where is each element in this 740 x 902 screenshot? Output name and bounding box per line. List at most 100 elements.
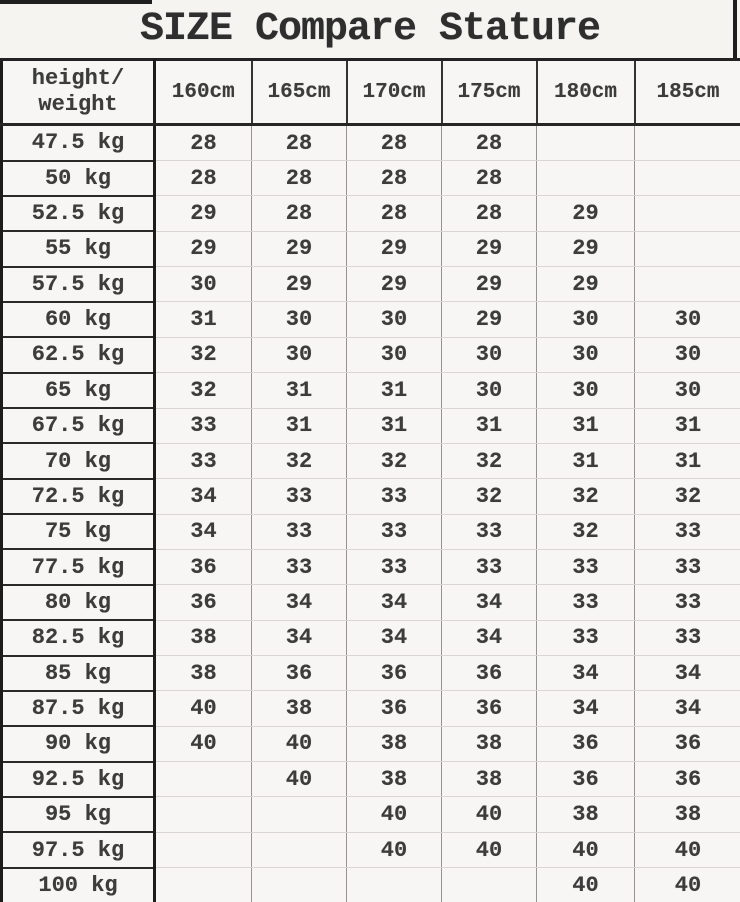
- size-cell: 29: [251, 230, 347, 268]
- size-cell: 30: [634, 372, 740, 409]
- weight-cell: 92.5 kg: [0, 760, 156, 798]
- column-header-185cm: 185cm: [633, 58, 740, 126]
- size-cell: 29: [441, 301, 537, 338]
- size-cell: 34: [154, 513, 252, 550]
- table-header: height/ weight 160cm 165cm 170cm 175cm 180cm…: [0, 58, 740, 126]
- header-row: height/ weight 160cm 165cm 170cm 175cm 180cm…: [0, 58, 740, 126]
- size-cell: 28: [441, 160, 537, 197]
- size-cell: 33: [634, 513, 740, 550]
- size-compare-table: height/ weight 160cm 165cm 170cm 175cm 180cm…: [0, 58, 740, 902]
- weight-cell: 67.5 kg: [0, 407, 156, 445]
- size-cell: 30: [441, 336, 537, 374]
- table-row: 60 kg 31 30 30 29 30 30: [0, 300, 740, 339]
- size-cell: 32: [251, 442, 347, 480]
- weight-cell: 90 kg: [0, 725, 156, 763]
- size-cell: 34: [441, 619, 537, 657]
- size-cell: 36: [634, 725, 740, 763]
- size-cell: 38: [251, 690, 347, 727]
- corner-header-cell: height/ weight: [0, 58, 156, 126]
- size-cell: 40: [154, 690, 252, 727]
- weight-cell: 70 kg: [0, 442, 156, 480]
- size-cell: 34: [251, 584, 347, 621]
- weight-cell: 77.5 kg: [0, 548, 156, 586]
- table-row: 97.5 kg 40 40 40 40: [0, 831, 740, 869]
- weight-cell: 75 kg: [0, 513, 156, 551]
- weight-cell: 60 kg: [0, 300, 156, 339]
- weight-cell: 50 kg: [0, 159, 156, 197]
- table-row: 77.5 kg 36 33 33 33 33 33: [0, 548, 740, 586]
- size-cell: 38: [154, 655, 252, 692]
- size-cell: 29: [154, 195, 252, 232]
- size-cell: 28: [251, 195, 347, 232]
- size-cell: 36: [441, 690, 537, 727]
- size-cell: [536, 123, 635, 162]
- column-header-180cm: 180cm: [535, 58, 636, 126]
- size-cell: 31: [634, 442, 740, 480]
- size-cell: 34: [154, 478, 252, 515]
- table-row: 47.5 kg 28 28 28 28: [0, 123, 740, 162]
- table-row: 65 kg 32 31 31 30 30 30: [0, 371, 740, 410]
- size-cell: 30: [536, 301, 635, 338]
- size-cell: 33: [154, 407, 252, 444]
- weight-cell: 52.5 kg: [0, 194, 156, 233]
- size-cell: 33: [251, 548, 347, 586]
- size-cell: 31: [251, 372, 347, 409]
- size-cell: [346, 867, 442, 902]
- size-cell: 36: [634, 761, 740, 798]
- weight-cell: 57.5 kg: [0, 265, 156, 303]
- table-row: 95 kg 40 40 38 38: [0, 795, 740, 834]
- table-row: 100 kg 40 40: [0, 866, 740, 902]
- top-left-border-fragment: [0, 0, 152, 4]
- size-cell: 34: [536, 690, 635, 727]
- table-row: 55 kg 29 29 29 29 29: [0, 230, 740, 268]
- corner-header-line2: weight: [38, 92, 118, 117]
- table-row: 90 kg 40 40 38 38 36 36: [0, 725, 740, 763]
- size-cell: [441, 867, 537, 902]
- table-row: 67.5 kg 33 31 31 31 31 31: [0, 407, 740, 445]
- size-cell: 29: [536, 195, 635, 232]
- size-cell: 30: [634, 336, 740, 374]
- size-cell: 40: [536, 867, 635, 902]
- size-cell: 40: [154, 725, 252, 763]
- weight-cell: 62.5 kg: [0, 336, 156, 374]
- size-cell: 29: [154, 230, 252, 268]
- size-cell: 36: [251, 655, 347, 692]
- size-cell: 36: [536, 725, 635, 763]
- table-row: 92.5 kg 40 38 38 36 36: [0, 760, 740, 798]
- size-cell: 30: [441, 372, 537, 409]
- size-cell: 33: [634, 619, 740, 657]
- size-cell: 34: [536, 655, 635, 692]
- size-cell: [634, 123, 740, 162]
- size-cell: [634, 266, 740, 303]
- weight-cell: 72.5 kg: [0, 477, 156, 516]
- weight-cell: 47.5 kg: [0, 123, 156, 162]
- size-cell: 29: [441, 266, 537, 303]
- size-cell: 28: [441, 195, 537, 232]
- size-cell: 36: [346, 690, 442, 727]
- table-row: 57.5 kg 30 29 29 29 29: [0, 265, 740, 303]
- size-cell: [251, 831, 347, 869]
- size-cell: 32: [634, 478, 740, 515]
- size-cell: 33: [154, 442, 252, 480]
- size-cell: 34: [441, 584, 537, 621]
- size-cell: 32: [346, 442, 442, 480]
- size-cell: 33: [346, 478, 442, 515]
- size-cell: 29: [536, 266, 635, 303]
- size-cell: 33: [346, 513, 442, 550]
- size-cell: 34: [634, 655, 740, 692]
- size-cell: 28: [346, 195, 442, 232]
- column-header-175cm: 175cm: [440, 58, 538, 126]
- size-cell: 40: [536, 831, 635, 869]
- size-cell: 32: [536, 478, 635, 515]
- column-header-170cm: 170cm: [345, 58, 443, 126]
- size-cell: 38: [346, 761, 442, 798]
- size-cell: 29: [346, 266, 442, 303]
- size-cell: [251, 796, 347, 833]
- size-cell: 38: [634, 796, 740, 833]
- table-row: 50 kg 28 28 28 28: [0, 159, 740, 197]
- size-cell: 34: [346, 619, 442, 657]
- size-cell: 31: [154, 301, 252, 338]
- size-cell: 40: [346, 831, 442, 869]
- size-cell: [634, 195, 740, 232]
